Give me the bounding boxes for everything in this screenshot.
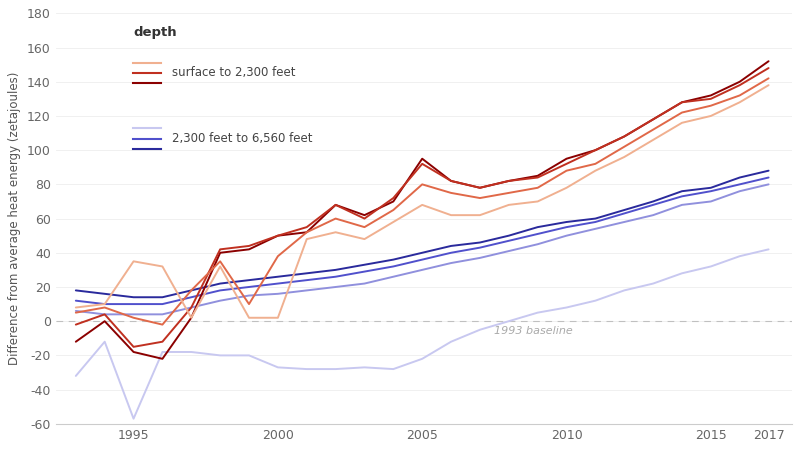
Text: 1993 baseline: 1993 baseline (494, 326, 573, 336)
Text: depth: depth (133, 26, 177, 39)
Text: 2,300 feet to 6,560 feet: 2,300 feet to 6,560 feet (172, 132, 313, 145)
Text: surface to 2,300 feet: surface to 2,300 feet (172, 66, 295, 79)
Y-axis label: Difference from average heat energy (zetajoules): Difference from average heat energy (zet… (8, 72, 22, 365)
